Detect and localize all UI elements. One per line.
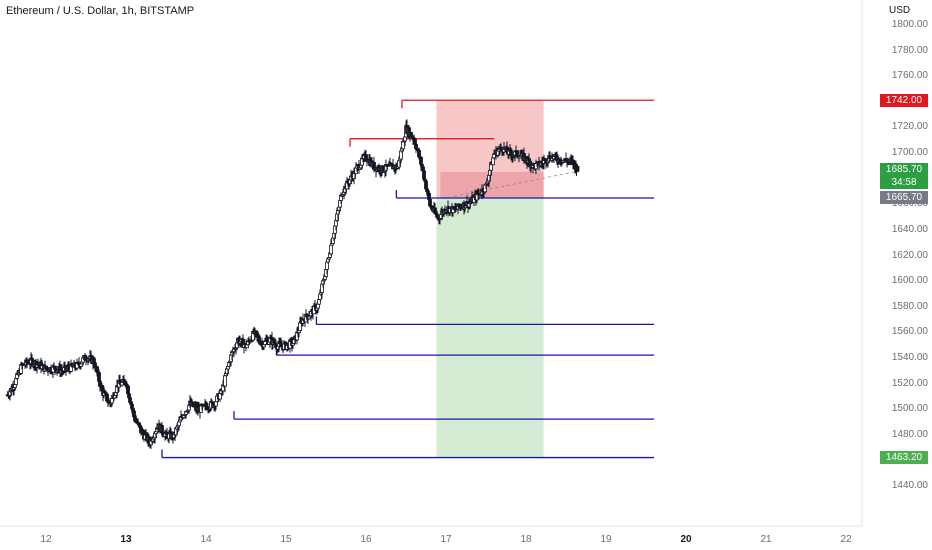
price-tick-label: 1620.00 bbox=[891, 249, 928, 261]
symbol-title: Ethereum / U.S. Dollar, 1h, BITSTAMP bbox=[6, 5, 195, 17]
candle-body bbox=[223, 375, 227, 387]
last-price-value: 1685.70 bbox=[885, 163, 923, 175]
position-zones bbox=[436, 100, 575, 458]
entry-price-badge: 1665.70 bbox=[880, 191, 928, 205]
price-tick-label: 1540.00 bbox=[891, 351, 928, 363]
bar-countdown: 34:58 bbox=[891, 176, 917, 188]
candle-body bbox=[53, 365, 57, 370]
candle-body bbox=[110, 398, 114, 404]
time-tick-label: 22 bbox=[840, 534, 852, 545]
time-tick-label: 15 bbox=[280, 534, 292, 545]
time-tick-label: 16 bbox=[360, 534, 372, 545]
time-tick-label: 14 bbox=[200, 534, 212, 545]
time-tick-label: 20 bbox=[680, 534, 692, 545]
candles bbox=[5, 119, 580, 449]
candle-body bbox=[329, 244, 333, 255]
candle-body bbox=[177, 421, 181, 427]
price-tick-label: 1480.00 bbox=[891, 428, 928, 440]
price-tick-label: 1440.00 bbox=[891, 480, 928, 491]
currency-label: USD bbox=[889, 5, 911, 16]
price-tick-label: 1640.00 bbox=[891, 223, 928, 235]
candle-body bbox=[401, 140, 405, 150]
time-tick-label: 13 bbox=[120, 534, 132, 545]
candle-body bbox=[427, 193, 431, 200]
price-tick-label: 1800.00 bbox=[891, 19, 928, 30]
stop-price-badge: 1742.00 bbox=[880, 93, 928, 107]
price-tick-label: 1520.00 bbox=[891, 377, 928, 389]
time-tick-label: 19 bbox=[600, 534, 612, 545]
level-lines bbox=[161, 99, 654, 459]
last-price-badge: 1685.70 34:58 bbox=[880, 162, 928, 189]
price-tick-label: 1720.00 bbox=[891, 121, 928, 133]
price-tick-label: 1560.00 bbox=[891, 326, 928, 338]
open-pnl-zone bbox=[440, 171, 544, 198]
take-profit-zone bbox=[436, 197, 544, 458]
candle-body bbox=[126, 385, 130, 395]
target-price-badge: 1463.20 bbox=[880, 450, 928, 464]
time-tick-label: 21 bbox=[760, 534, 772, 545]
candle-body bbox=[575, 165, 580, 172]
price-tick-label: 1780.00 bbox=[891, 44, 928, 56]
price-tick-label: 1700.00 bbox=[891, 147, 928, 159]
price-tick-label: 1600.00 bbox=[891, 275, 928, 287]
time-tick-label: 12 bbox=[40, 534, 52, 545]
price-tick-label: 1580.00 bbox=[891, 300, 928, 312]
entry-to-price-line bbox=[453, 171, 575, 197]
candle-body bbox=[403, 136, 407, 142]
time-tick-label: 18 bbox=[520, 534, 532, 545]
price-tick-label: 1500.00 bbox=[891, 403, 928, 415]
time-tick-label: 17 bbox=[440, 534, 452, 545]
price-tick-label: 1760.00 bbox=[891, 70, 928, 82]
